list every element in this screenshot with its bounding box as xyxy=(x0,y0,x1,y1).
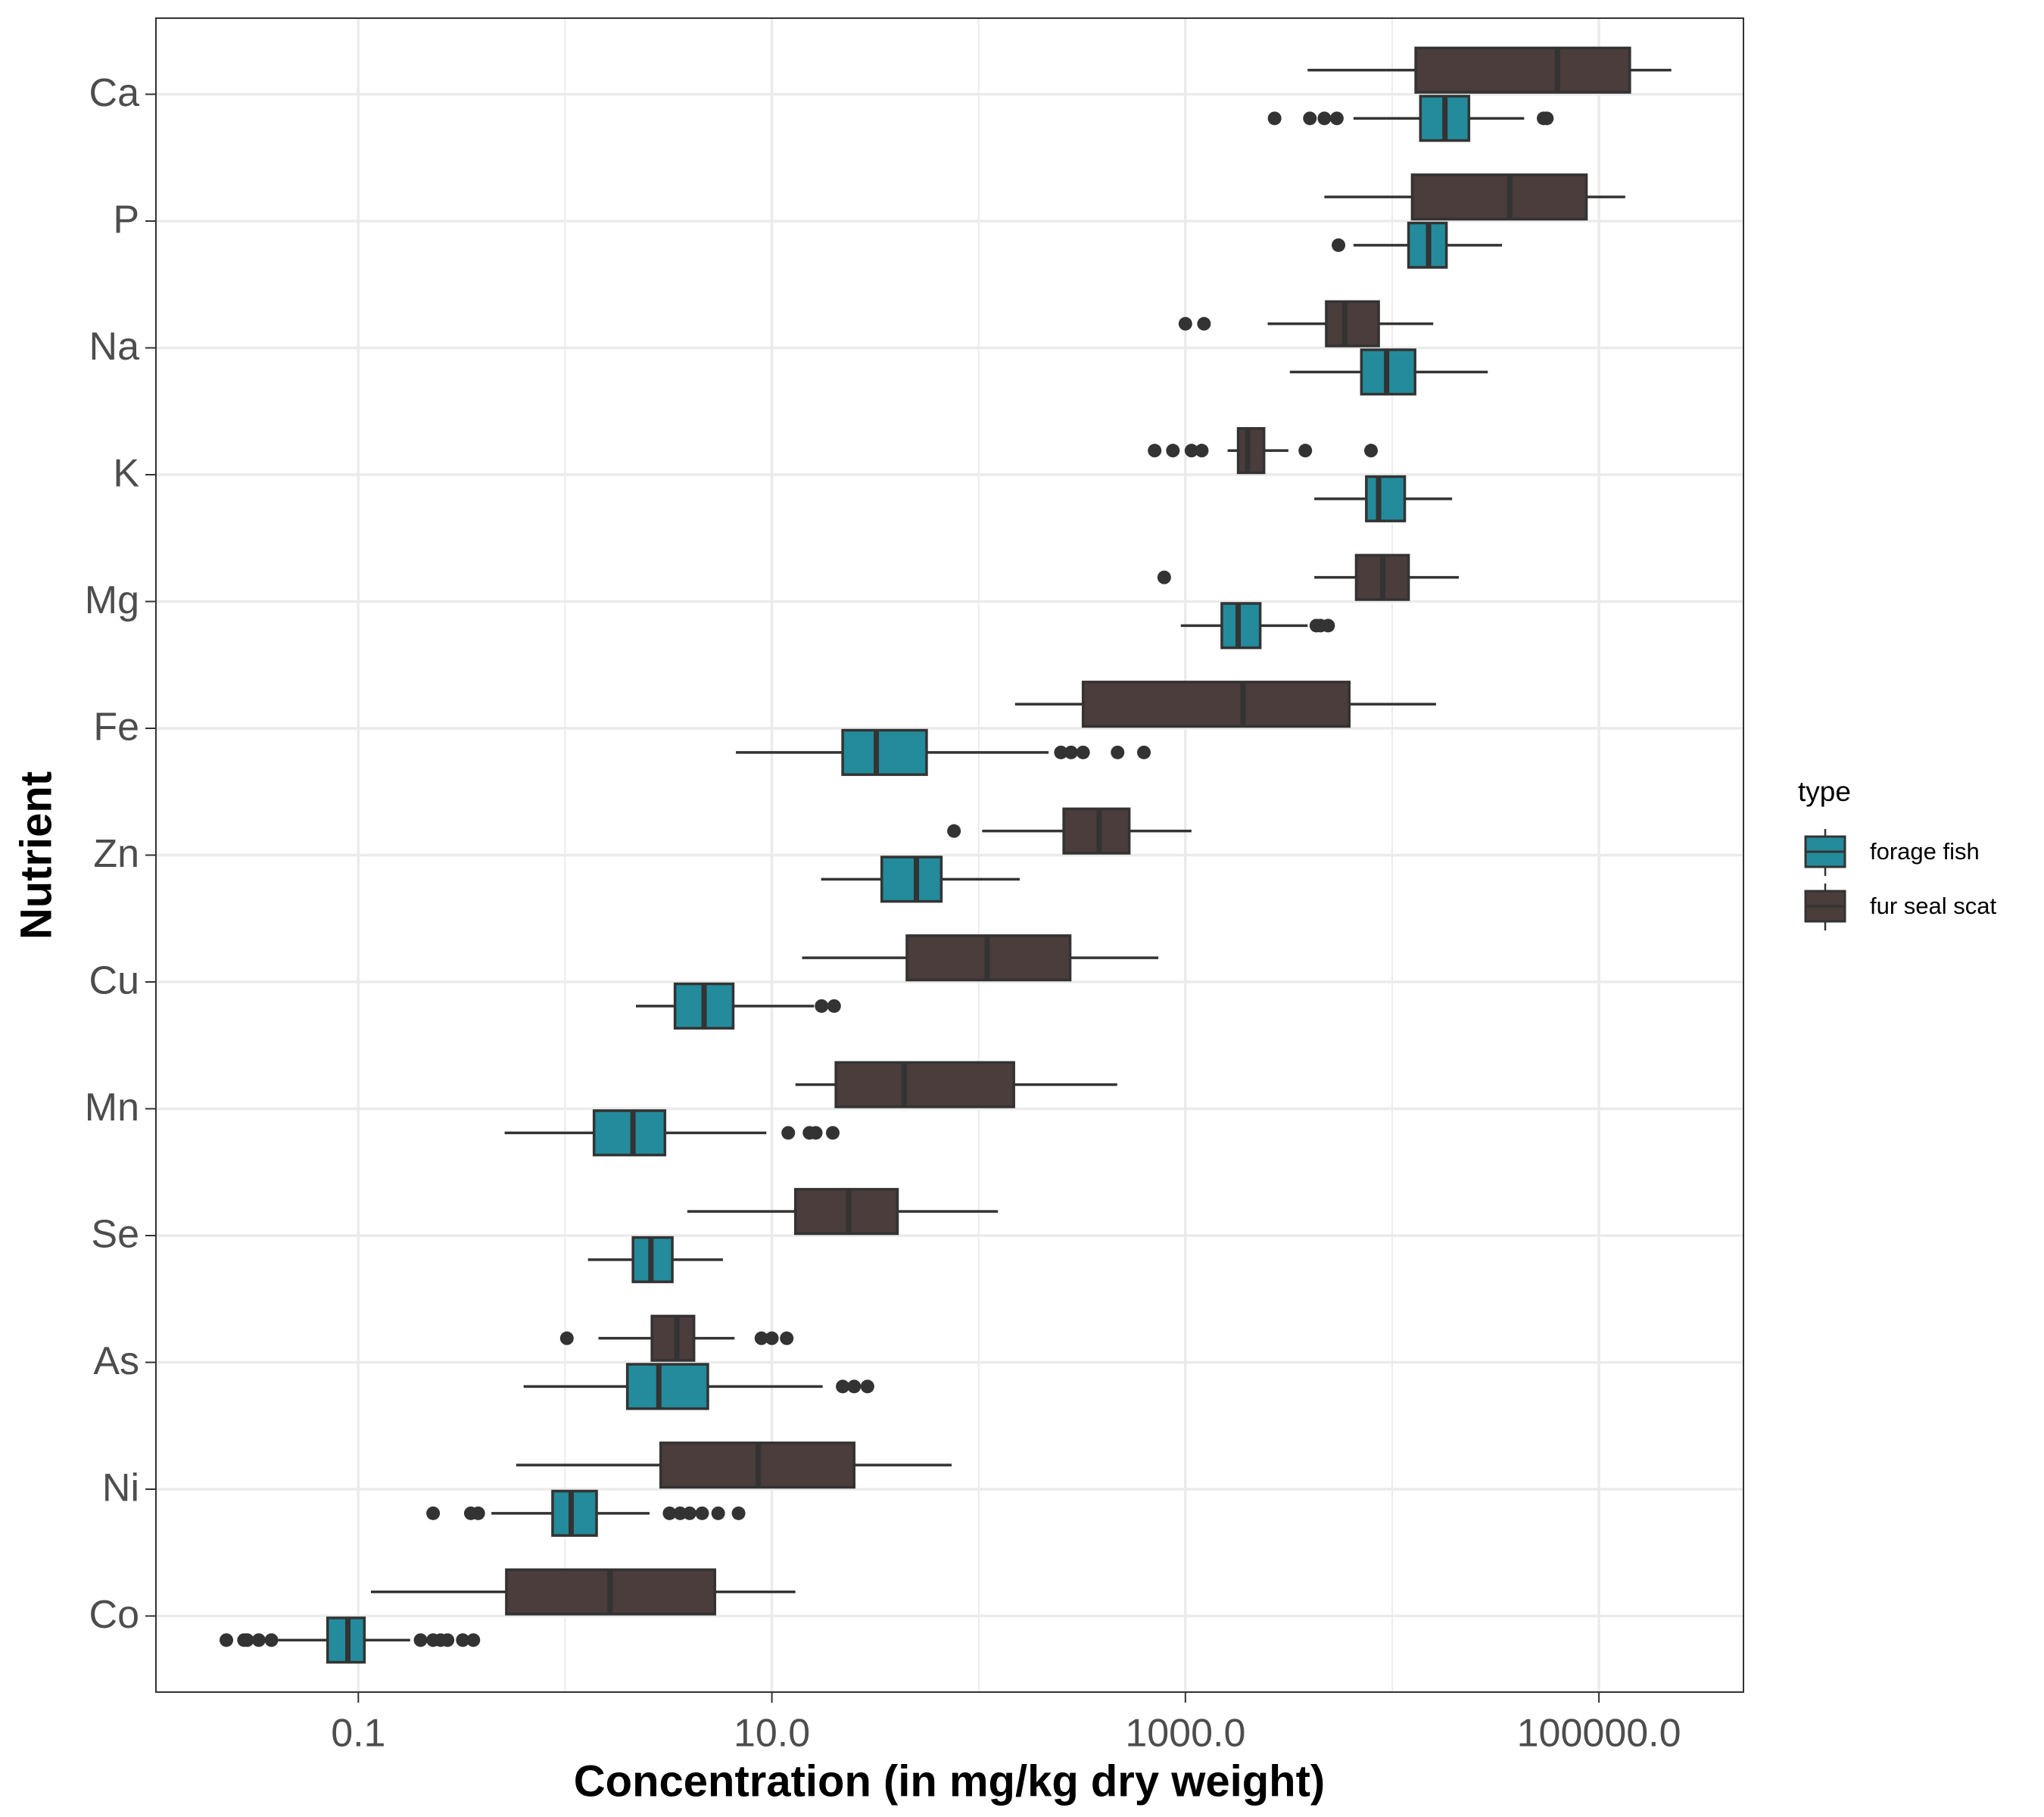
outlier xyxy=(426,1506,441,1520)
outlier xyxy=(860,1379,874,1394)
outlier xyxy=(673,1506,687,1520)
box xyxy=(592,1109,667,1157)
box xyxy=(650,1314,696,1362)
outlier xyxy=(559,1331,574,1345)
box xyxy=(551,1489,598,1537)
outlier xyxy=(1540,111,1554,126)
outlier xyxy=(441,1633,455,1647)
outlier xyxy=(1184,444,1198,458)
y-axis-title: Nutrient xyxy=(11,771,61,940)
outlier xyxy=(1166,444,1180,458)
outlier xyxy=(781,1126,796,1140)
outlier xyxy=(466,1633,481,1647)
y-tick-label: Fe xyxy=(93,706,139,750)
outlier xyxy=(765,1331,779,1345)
outlier xyxy=(240,1633,254,1647)
y-tick-label: Mg xyxy=(85,578,139,622)
box xyxy=(841,728,928,776)
y-tick-label: As xyxy=(93,1339,139,1383)
y-tick-label: Na xyxy=(89,325,140,369)
outlier xyxy=(809,1126,823,1140)
outlier xyxy=(413,1633,428,1647)
outlier xyxy=(1148,444,1162,458)
x-tick-label: 100000.0 xyxy=(1517,1712,1681,1756)
outlier xyxy=(1321,619,1335,633)
box xyxy=(1325,300,1380,348)
outlier xyxy=(1197,316,1211,331)
y-tick-label: Mn xyxy=(85,1086,139,1130)
box xyxy=(834,1061,1015,1108)
outlier xyxy=(1111,745,1125,759)
outlier xyxy=(1195,444,1209,458)
outlier xyxy=(1076,745,1090,759)
outlier xyxy=(815,999,829,1013)
y-tick-label: Ca xyxy=(89,71,140,115)
outlier xyxy=(1332,238,1346,252)
outlier xyxy=(695,1506,709,1520)
outlier xyxy=(264,1633,279,1647)
outlier xyxy=(1178,316,1192,331)
box xyxy=(1236,427,1266,475)
outlier xyxy=(1298,444,1313,458)
box xyxy=(1220,602,1262,650)
legend-label: forage fish xyxy=(1870,838,1980,865)
outlier xyxy=(780,1331,794,1345)
outlier xyxy=(682,1506,696,1520)
outlier xyxy=(754,1331,768,1345)
outlier xyxy=(1364,444,1379,458)
outlier xyxy=(827,999,841,1013)
outlier xyxy=(1064,745,1078,759)
outlier xyxy=(1303,111,1317,126)
outlier xyxy=(1267,111,1282,126)
box xyxy=(880,856,943,903)
outlier xyxy=(826,1126,840,1140)
x-tick-label: 0.1 xyxy=(331,1712,385,1756)
box xyxy=(1365,475,1407,522)
outlier xyxy=(1137,745,1151,759)
x-axis-title: Concentration (in mg/kg dry weight) xyxy=(574,1756,1325,1806)
box xyxy=(1410,173,1588,221)
x-tick-label: 1000.0 xyxy=(1125,1712,1245,1756)
outlier xyxy=(471,1506,485,1520)
outlier xyxy=(847,1379,862,1394)
outlier xyxy=(711,1506,725,1520)
x-tick-label: 10.0 xyxy=(734,1712,810,1756)
outlier xyxy=(1317,111,1332,126)
y-tick-label: K xyxy=(113,452,139,496)
outlier xyxy=(251,1633,266,1647)
box xyxy=(625,1363,709,1410)
outlier xyxy=(1054,745,1068,759)
legend-title: type xyxy=(1798,776,1851,807)
outlier xyxy=(662,1506,677,1520)
y-tick-label: Cu xyxy=(89,959,139,1003)
outlier xyxy=(836,1379,850,1394)
box xyxy=(1081,681,1351,728)
y-tick-label: Zn xyxy=(93,832,139,876)
outlier xyxy=(220,1633,234,1647)
outlier xyxy=(947,824,961,838)
box xyxy=(1062,807,1131,855)
y-tick-label: Co xyxy=(89,1593,139,1637)
outlier xyxy=(1329,111,1344,126)
y-tick-label: Se xyxy=(91,1213,139,1257)
box xyxy=(1414,46,1631,94)
plot-border xyxy=(155,17,1744,1693)
y-tick-label: Ni xyxy=(102,1466,139,1510)
outlier xyxy=(1157,570,1171,584)
y-tick-label: P xyxy=(113,198,139,242)
legend-label: fur seal scat xyxy=(1870,893,1997,919)
outlier xyxy=(456,1633,470,1647)
outlier xyxy=(731,1506,746,1520)
